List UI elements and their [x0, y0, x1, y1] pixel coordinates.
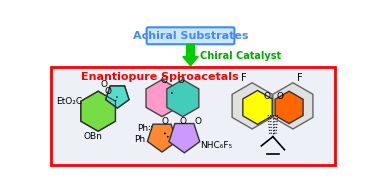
Text: O: O	[276, 92, 284, 101]
Text: O: O	[100, 80, 107, 89]
Text: O: O	[179, 117, 186, 126]
Polygon shape	[106, 86, 129, 108]
Text: EtO₂C: EtO₂C	[56, 97, 82, 106]
Polygon shape	[275, 91, 303, 124]
Text: Chiral Catalyst: Chiral Catalyst	[200, 51, 281, 61]
Text: Enantiopure Spiroacetals: Enantiopure Spiroacetals	[81, 72, 239, 82]
Polygon shape	[273, 83, 313, 129]
Polygon shape	[169, 124, 200, 153]
Text: F: F	[297, 73, 303, 83]
Text: O: O	[160, 76, 167, 85]
Text: NHC₆F₅: NHC₆F₅	[200, 141, 232, 150]
FancyBboxPatch shape	[51, 67, 335, 165]
Polygon shape	[81, 91, 115, 131]
Text: O: O	[178, 76, 185, 85]
Text: Achiral Substrates: Achiral Substrates	[133, 31, 248, 41]
Text: O: O	[162, 117, 169, 126]
Polygon shape	[243, 91, 272, 124]
Text: O: O	[105, 87, 112, 96]
Polygon shape	[147, 124, 177, 152]
Polygon shape	[146, 80, 178, 117]
Polygon shape	[167, 80, 199, 117]
Polygon shape	[232, 83, 272, 129]
Text: F: F	[241, 73, 247, 83]
Text: Ph: Ph	[134, 135, 146, 144]
Text: Ph∶∶: Ph∶∶	[137, 124, 153, 133]
Text: O: O	[195, 117, 202, 126]
Polygon shape	[183, 44, 198, 66]
FancyBboxPatch shape	[147, 27, 234, 44]
Text: O: O	[263, 92, 270, 101]
Text: OBn: OBn	[83, 132, 102, 141]
